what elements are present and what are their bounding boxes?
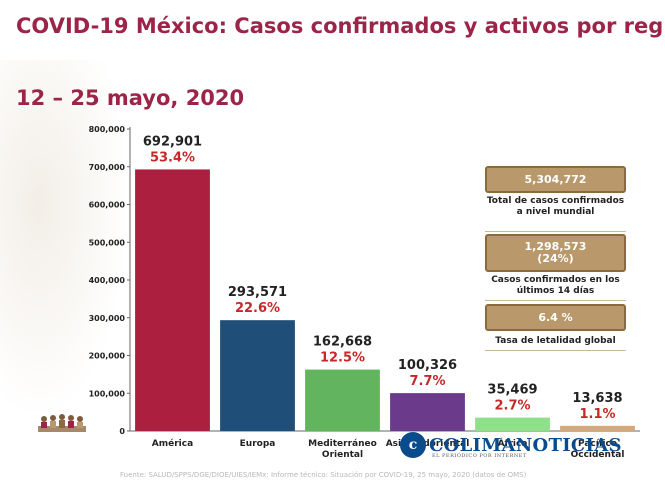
separator [485, 231, 626, 232]
bar-value-label: 162,668 [313, 335, 372, 350]
bar [475, 417, 550, 431]
bar-value-label: 692,901 [143, 134, 202, 149]
total-cases-value: 5,304,772 [524, 172, 587, 186]
people-illustration-icon [38, 414, 86, 432]
recent-cases-value: 1,298,573 [524, 240, 587, 253]
x-category-label: Asia Sudoriental [386, 439, 470, 449]
bar-value-label: 35,469 [487, 383, 537, 398]
bar-percent-label: 12.5% [320, 351, 365, 366]
background-decoration [0, 60, 130, 420]
bar [560, 425, 635, 431]
bar [220, 320, 295, 431]
bar-percent-label: 22.6% [235, 301, 280, 316]
y-tick-label: 800,000 [89, 125, 126, 134]
bar [305, 369, 380, 431]
separator [485, 300, 626, 301]
bar [390, 393, 465, 431]
bar-percent-label: 2.7% [494, 399, 530, 414]
recent-cases-box: 1,298,573 (24%) [485, 234, 626, 272]
x-category-label: Pacífico [578, 439, 617, 449]
bar-percent-label: 53.4% [150, 150, 195, 165]
watermark-logo: c COLIMANOTICIAS [400, 432, 622, 458]
lethality-desc: Tasa de letalidad global [495, 336, 616, 346]
y-tick-label: 700,000 [89, 163, 126, 172]
y-tick-label: 300,000 [89, 314, 126, 323]
y-tick-label: 0 [119, 427, 125, 436]
y-tick-label: 600,000 [89, 201, 126, 210]
separator [485, 350, 626, 351]
x-category-label: Occidental [571, 450, 625, 460]
page-title: COVID-19 México: Casos confirmados y act… [16, 14, 665, 38]
total-cases-box: 5,304,772 [485, 166, 626, 193]
y-tick-label: 500,000 [89, 238, 126, 247]
y-tick-label: 400,000 [89, 276, 126, 285]
x-category-label: África [498, 437, 528, 449]
recent-cases-desc: Casos confirmados en los últimos 14 días [491, 275, 620, 296]
x-category-label: Mediterráneo [308, 439, 377, 449]
total-cases-desc: Total de casos confirmados a nivel mundi… [486, 196, 625, 217]
bar-value-label: 13,638 [572, 391, 622, 406]
x-category-label: América [152, 438, 193, 449]
recent-cases-pct: (24%) [537, 252, 574, 265]
source-note: Fuente: SALUD/SPPS/DGE/DIOE/UIES/IEMx: I… [120, 471, 527, 479]
lethality-box: 6.4 % [485, 304, 626, 331]
logo-text: COLIMANOTICIAS [429, 434, 622, 456]
x-category-label: Europa [240, 439, 276, 449]
bar-percent-label: 1.1% [579, 407, 615, 422]
x-category-label: Oriental [322, 450, 363, 460]
bar-value-label: 293,571 [228, 285, 287, 300]
y-tick-label: 200,000 [89, 352, 126, 361]
bar-value-label: 100,326 [398, 358, 457, 373]
date-range: 12 – 25 mayo, 2020 [16, 86, 245, 110]
y-tick-label: 100,000 [89, 389, 126, 398]
lethality-value: 6.4 % [538, 310, 573, 324]
logo-mark: c [400, 432, 426, 458]
logo-tagline: EL PERIÓDICO POR INTERNET [432, 453, 527, 459]
bar [135, 169, 210, 431]
bar-percent-label: 7.7% [409, 374, 445, 389]
